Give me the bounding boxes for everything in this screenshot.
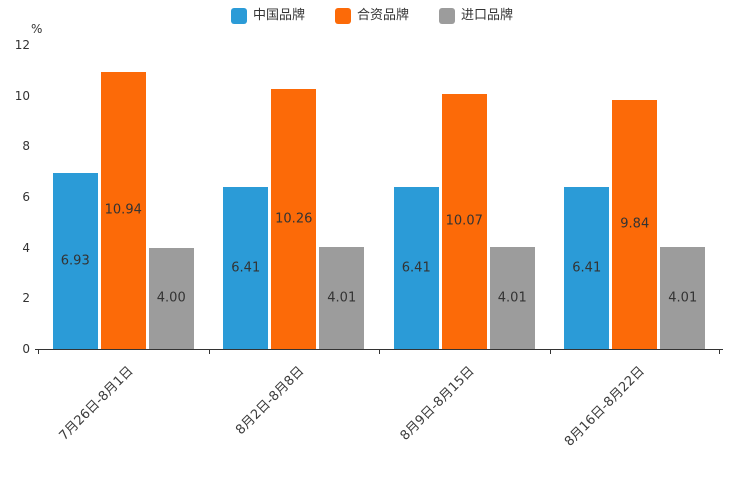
bar-中国品牌[interactable]: 6.93 xyxy=(52,173,98,349)
y-axis-tick-label: 8 xyxy=(22,139,30,154)
bar-value-label: 6.41 xyxy=(572,260,602,276)
bar-group: 6.41 9.84 4.01 xyxy=(550,45,721,349)
bar-value-label: 9.84 xyxy=(620,216,650,232)
bar-中国品牌[interactable]: 6.41 xyxy=(393,186,439,349)
y-axis-tick-label: 4 xyxy=(22,240,30,255)
bar-value-label: 6.41 xyxy=(401,260,431,276)
bar-进口品牌[interactable]: 4.01 xyxy=(319,247,365,349)
y-axis-tick-label: 6 xyxy=(22,190,30,204)
bar-value-label: 10.94 xyxy=(104,202,142,218)
x-axis-tick xyxy=(379,349,380,354)
bar-中国品牌[interactable]: 6.41 xyxy=(223,186,269,349)
x-axis-tick xyxy=(719,349,720,354)
bar-value-label: 4.01 xyxy=(497,290,527,306)
y-axis-tick-label: 2 xyxy=(22,291,30,306)
legend-label: 中国品牌 xyxy=(252,8,305,23)
legend-item-2[interactable]: 合资品牌 xyxy=(334,8,409,24)
bar-series-area: 6.93 10.94 4.00 6.41 10.26 4.01 6.41 10.07 4.01 6… xyxy=(38,45,720,349)
bar-group: 6.41 10.26 4.01 xyxy=(209,45,380,349)
bar-value-label: 6.93 xyxy=(60,253,90,269)
bar-进口品牌[interactable]: 4.00 xyxy=(148,247,194,349)
bar-value-label: 6.41 xyxy=(231,260,261,276)
x-axis-label: 8月2日-8月8日 xyxy=(233,363,308,438)
x-axis-ticks xyxy=(38,349,720,355)
bar-合资品牌[interactable]: 10.26 xyxy=(271,89,317,349)
bar-group: 6.93 10.94 4.00 xyxy=(38,45,209,349)
legend-label: 合资品牌 xyxy=(356,8,409,23)
x-axis-label: 8月9日-8月15日 xyxy=(397,363,478,444)
bar-中国品牌[interactable]: 6.41 xyxy=(564,186,610,349)
bar-合资品牌[interactable]: 10.94 xyxy=(100,71,146,349)
y-axis-unit-label: % xyxy=(31,22,43,36)
bar-进口品牌[interactable]: 4.01 xyxy=(660,247,706,349)
legend-item-3[interactable]: 进口品牌 xyxy=(439,8,513,24)
bar-进口品牌[interactable]: 4.01 xyxy=(489,247,535,349)
bar-group: 6.41 10.07 4.01 xyxy=(379,45,550,349)
x-axis-tick xyxy=(208,349,210,354)
x-axis-tick xyxy=(38,349,39,354)
bar-value-label: 4.00 xyxy=(156,290,186,306)
legend: 中国品牌 合资品牌 进口品牌 xyxy=(0,8,744,24)
legend-swatch-icon xyxy=(334,8,351,24)
x-axis-label: 7月26日-8月1日 xyxy=(56,363,137,444)
legend-item-1[interactable]: 中国品牌 xyxy=(230,8,305,24)
legend-swatch-icon xyxy=(439,8,455,24)
y-axis-tick-label: 0 xyxy=(22,342,30,356)
plot-area: 0 2 4 6 8 10 12 6.93 10.94 4.00 6.41 10.26 4.01 6.41… xyxy=(15,38,723,450)
x-axis-label: 8月16日-8月22日 xyxy=(562,363,649,450)
legend-swatch-icon xyxy=(230,8,247,24)
y-axis-tick-label: 10 xyxy=(14,88,30,103)
bar-合资品牌[interactable]: 9.84 xyxy=(612,99,658,349)
bar-value-label: 10.07 xyxy=(445,213,483,229)
bar-value-label: 4.01 xyxy=(668,290,698,306)
legend-label: 进口品牌 xyxy=(461,8,514,23)
y-axis-tick-label: 12 xyxy=(14,38,30,52)
bar-value-label: 4.01 xyxy=(327,290,357,306)
bar-value-label: 10.26 xyxy=(275,211,313,227)
x-axis-tick xyxy=(549,349,551,354)
bar-合资品牌[interactable]: 10.07 xyxy=(441,93,487,349)
